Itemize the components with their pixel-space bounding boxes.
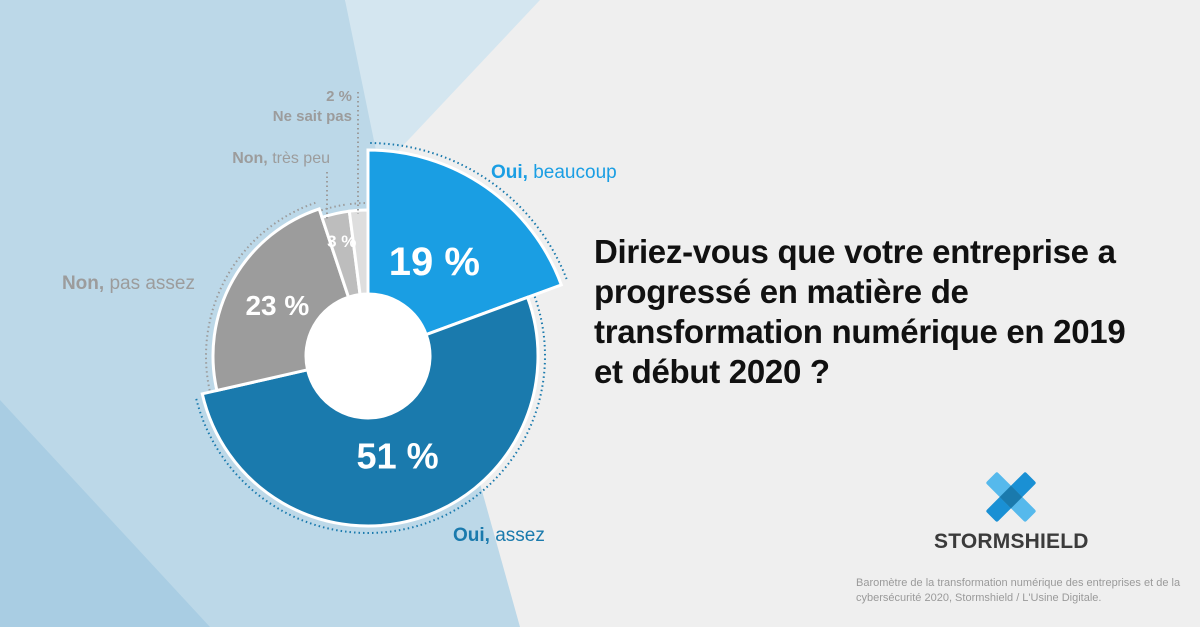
donut-hole bbox=[306, 294, 430, 418]
donut-outer-rings bbox=[194, 142, 569, 534]
donut-labels: 19 % 51 % 23 % 3 % Oui, beaucoup Oui, assez No… bbox=[62, 88, 617, 546]
value-label-oui-assez: 51 % bbox=[357, 435, 439, 476]
value-label-oui-beaucoup: 19 % bbox=[389, 240, 480, 284]
label-oui-assez: Oui, assez bbox=[453, 525, 545, 546]
ring-non-tres-peu bbox=[321, 203, 347, 212]
value-label-non-tres-peu: 3 % bbox=[327, 232, 356, 251]
stormshield-logo-icon bbox=[980, 466, 1042, 533]
ring-non-pas-assez bbox=[205, 201, 316, 391]
value-label-ne-sait-pas: 2 % bbox=[326, 88, 352, 105]
label-non-tres-peu: Non, très peu bbox=[232, 150, 330, 167]
ring-ne-sait-pas bbox=[349, 202, 367, 206]
source-note: Baromètre de la transformation numérique… bbox=[856, 577, 1181, 604]
ring-oui-assez bbox=[194, 296, 546, 534]
label-ne-sait-pas: Ne sait pas bbox=[273, 108, 352, 125]
survey-question: Diriez-vous que votre entreprise a progr… bbox=[594, 233, 1126, 390]
label-oui-beaucoup: Oui, beaucoup bbox=[491, 162, 617, 183]
value-label-non-pas-assez: 23 % bbox=[245, 290, 309, 321]
label-non-pas-assez: Non, pas assez bbox=[62, 273, 195, 294]
brand-name: STORMSHIELD bbox=[934, 530, 1089, 553]
ring-oui-beaucoup bbox=[370, 142, 569, 281]
